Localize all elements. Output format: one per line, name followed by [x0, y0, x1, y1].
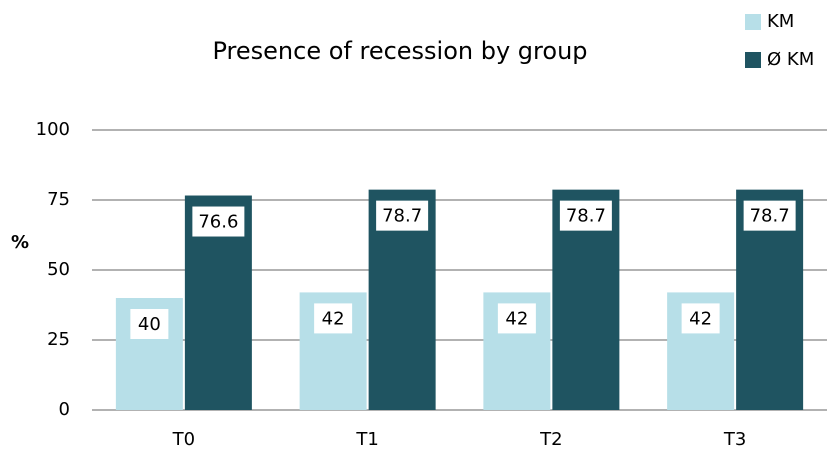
x-tick-label: T1	[355, 429, 378, 450]
y-tick-label: 50	[47, 259, 70, 280]
data-label-box	[314, 303, 353, 334]
x-tick-label: T0	[172, 429, 195, 450]
data-label-box	[497, 303, 536, 334]
data-label: 78.7	[750, 206, 790, 227]
data-label: 42	[689, 308, 712, 329]
y-tick-label: 25	[47, 329, 70, 350]
legend-swatch	[745, 52, 761, 68]
data-label: 42	[322, 308, 345, 329]
data-label: 42	[505, 308, 528, 329]
chart-title: Presence of recession by group	[212, 37, 587, 65]
x-tick-label: T2	[539, 429, 562, 450]
data-label-box	[681, 303, 720, 334]
data-label: 78.7	[382, 206, 422, 227]
data-label-box	[130, 309, 169, 339]
legend-swatch	[745, 14, 761, 30]
y-tick-label: 75	[47, 189, 70, 210]
y-tick-label: 100	[36, 119, 70, 140]
data-label-box	[559, 200, 612, 231]
data-label-box	[376, 200, 429, 231]
y-tick-label: 0	[59, 399, 70, 420]
data-label: 40	[138, 314, 161, 335]
x-tick-label: T3	[723, 429, 746, 450]
data-label-box	[743, 200, 796, 231]
legend-label: Ø KM	[767, 49, 814, 70]
legend-label: KM	[767, 11, 794, 32]
data-label-box	[192, 206, 245, 237]
y-axis-label: %	[11, 232, 29, 253]
data-label: 78.7	[566, 206, 606, 227]
data-label: 76.6	[198, 212, 238, 233]
